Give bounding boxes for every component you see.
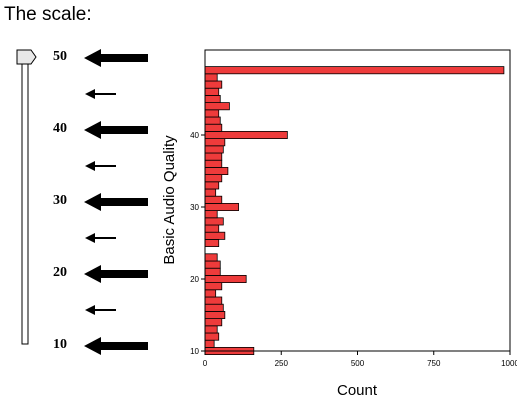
histogram-bar [204,109,220,118]
scale-label: 30 [53,193,67,208]
histogram-bar [204,296,223,305]
histogram-bar [204,138,226,147]
page-title: The scale: [4,4,92,25]
x-tick-label: 750 [427,359,441,368]
scale-arrow-major [84,193,148,211]
scale-label: 20 [53,265,67,280]
histogram-bar [204,73,218,82]
histogram-bar [204,310,226,319]
histogram-bar [204,80,223,89]
x-axis-ticks: 0 250 500 750 1000 [203,351,517,368]
histogram-bar [204,224,220,233]
plot-frame [204,49,511,352]
histogram-bar [204,145,224,154]
x-tick-label: 500 [351,359,365,368]
scale-label: 40 [53,121,67,136]
histogram-bar [204,102,230,111]
y-tick-label: 10 [190,347,199,356]
histogram-bar [204,282,223,291]
scale-arrow-minor [85,305,116,315]
y-tick-label: 30 [190,203,199,212]
histogram-bars [204,66,505,355]
histogram-bar [204,166,229,175]
histogram-bar [204,332,220,341]
histogram-bar [204,174,223,183]
histogram-bar [204,202,239,211]
histogram-bar [204,159,223,168]
y-tick-label: 40 [190,131,199,140]
scale-label: 50 [53,49,67,64]
histogram-bar [204,130,288,139]
histogram-bar [204,267,221,276]
slider-handle[interactable] [16,49,37,65]
histogram-bar [204,195,223,204]
histogram-bar [204,289,217,298]
histogram-bar [204,253,218,262]
histogram-bar [204,303,224,312]
histogram-bar [204,238,220,247]
histogram-bar [204,181,220,190]
x-tick-label: 1000 [501,359,517,368]
histogram-bar [204,231,226,240]
scale-arrow-major [84,337,148,355]
histogram-bar [204,66,505,75]
histogram-bar [204,260,221,269]
histogram-bar [204,217,224,226]
y-axis-label: Basic Audio Quality [161,135,178,265]
histogram-bar [204,210,218,219]
x-axis-label: Count [337,382,378,399]
histogram-bar [204,123,223,132]
y-tick-label: 20 [190,275,199,284]
scale-arrow-major [84,265,148,283]
x-tick-label: 250 [275,359,289,368]
scale-label: 10 [53,337,67,352]
scale-arrow-major [84,121,148,139]
scale-arrow-minor [85,233,116,243]
y-axis-ticks: 10 20 30 40 [190,131,205,356]
histogram-bar [204,87,220,96]
scale-arrows [84,49,148,355]
histogram-bar [204,188,217,197]
histogram-bar [204,274,247,283]
scale-arrow-major [84,49,148,67]
histogram-bar [204,318,223,327]
histogram-bar [204,339,215,348]
histogram-bar [204,95,221,104]
histogram-bar [204,152,223,161]
scale-arrow-minor [85,161,116,171]
histogram-bar [204,325,218,334]
scale-arrow-minor [85,89,116,99]
histogram-bar [204,116,221,125]
x-tick-label: 0 [203,359,208,368]
